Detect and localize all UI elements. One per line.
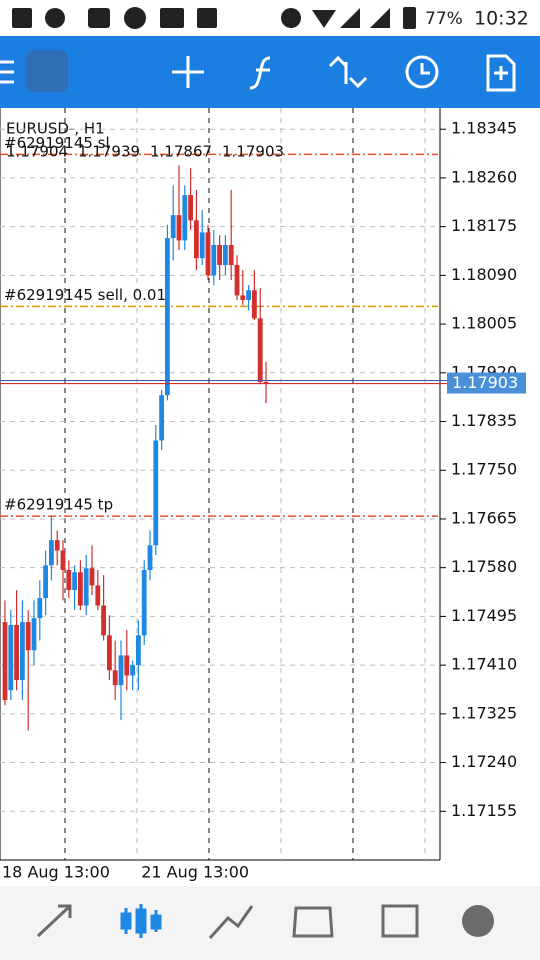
y-tick-label: 1.17410	[451, 655, 517, 674]
candle-body	[31, 618, 37, 651]
status-icons	[12, 7, 416, 29]
candle-body	[176, 215, 182, 241]
candle-body	[228, 244, 234, 266]
y-tick-label: 1.17240	[451, 752, 517, 771]
y-tick-label: 1.17580	[451, 557, 517, 576]
candle-body	[89, 568, 95, 586]
current-price-tag	[447, 372, 526, 394]
candle-body	[118, 655, 124, 686]
new-order-button[interactable]	[486, 54, 516, 92]
candle-body	[170, 215, 176, 239]
candle-body	[124, 655, 130, 676]
app-logo[interactable]	[26, 50, 68, 92]
candle-body	[112, 670, 118, 686]
bottom-nav-icons	[36, 904, 494, 940]
indicators-button[interactable]	[249, 56, 271, 90]
ohlc-low: 1.17867	[150, 143, 212, 161]
candle-body	[182, 195, 188, 241]
candle-body	[147, 545, 153, 570]
candle-body	[8, 625, 14, 691]
app-bar	[0, 36, 540, 108]
candle-body	[101, 605, 106, 636]
order-label: #62919145 sell, 0.01	[4, 286, 166, 304]
candle-body	[43, 565, 48, 599]
candle-body	[211, 244, 217, 276]
chart-title: EURUSD-, H1	[6, 120, 105, 138]
period-button[interactable]	[405, 55, 439, 89]
order-label: #62919145 tp	[4, 496, 113, 514]
chart	[0, 108, 441, 861]
candle-body	[246, 290, 251, 301]
candle-body	[165, 238, 170, 396]
candle-body	[223, 244, 228, 266]
bottom-nav	[0, 886, 540, 960]
candle-body	[136, 635, 141, 666]
candle-body	[95, 585, 101, 606]
app-bar-icons	[0, 50, 516, 92]
messages-tab[interactable]	[462, 905, 494, 937]
candle-body	[130, 665, 135, 676]
x-tick-label: 18 Aug 13:00	[2, 863, 110, 882]
candle-body	[2, 622, 8, 701]
clock: 10:32	[474, 8, 529, 30]
candle-body	[25, 622, 31, 651]
crosshair-button[interactable]	[172, 56, 204, 88]
y-tick-label: 1.18175	[451, 216, 517, 235]
candle-body	[234, 265, 240, 296]
news-tab[interactable]	[381, 904, 419, 938]
candle-body	[194, 220, 199, 259]
trade-button[interactable]	[328, 55, 368, 89]
candle-body	[159, 395, 164, 441]
y-tick-label: 1.17495	[451, 606, 517, 625]
ohlc-close: 1.17903	[222, 143, 284, 161]
y-tick-label: 1.18090	[451, 265, 517, 284]
history-tab[interactable]	[292, 906, 334, 938]
candle-body	[54, 540, 60, 551]
period-separators	[64, 108, 426, 860]
trade-tab[interactable]	[208, 905, 254, 940]
candle-body	[257, 318, 263, 382]
candle-body	[188, 195, 193, 221]
y-tick-label: 1.17665	[451, 508, 517, 527]
candle-body	[199, 232, 205, 259]
y-tick-label: 1.18260	[451, 167, 517, 186]
candle-body	[72, 572, 77, 591]
candle-body	[20, 622, 25, 681]
ohlc-open: 1.17904	[6, 143, 68, 161]
candle-body	[107, 635, 112, 671]
quotes-tab[interactable]	[36, 904, 72, 938]
y-tick-label: 1.17325	[451, 703, 517, 722]
order-label: #62919145 sl	[4, 134, 110, 152]
candle-body	[252, 290, 257, 319]
candle-body	[205, 232, 211, 276]
candle-body	[217, 244, 222, 266]
chart-tab[interactable]	[120, 904, 162, 938]
candle-body	[37, 598, 43, 619]
candle-body	[49, 540, 54, 566]
candle-body	[66, 569, 72, 591]
candle-body	[78, 572, 83, 606]
y-tick-label: 1.18345	[451, 119, 517, 138]
candle-body	[240, 295, 246, 301]
candle-body	[14, 625, 19, 681]
candle-body	[60, 550, 66, 570]
candle-body	[153, 440, 159, 546]
candle-body	[141, 569, 147, 636]
y-tick-label: 1.18005	[451, 314, 517, 333]
y-tick-label: 1.17155	[451, 801, 517, 820]
candle-body	[263, 381, 269, 383]
x-tick-label: 21 Aug 13:00	[141, 863, 249, 882]
candle-body	[83, 568, 89, 606]
y-tick-label: 1.17750	[451, 460, 517, 479]
current-price-label: 1.17903	[452, 373, 518, 392]
ohlc-high: 1.17939	[78, 143, 140, 161]
battery: 77%	[425, 9, 463, 29]
y-tick-label: 1.17835	[451, 411, 517, 430]
